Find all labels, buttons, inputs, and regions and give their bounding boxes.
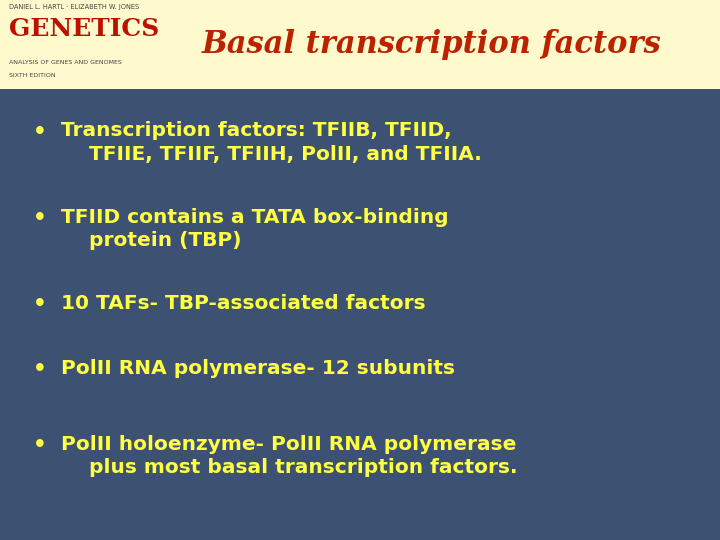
Text: Transcription factors: TFIIB, TFIID,
    TFIIE, TFIIF, TFIIH, PolII, and TFIIA.: Transcription factors: TFIIB, TFIID, TFI… <box>61 122 482 164</box>
Text: DANIEL L. HARTL · ELIZABETH W. JONES: DANIEL L. HARTL · ELIZABETH W. JONES <box>9 4 139 10</box>
Text: GENETICS: GENETICS <box>9 17 159 41</box>
Text: •: • <box>32 208 47 228</box>
Text: SIXTH EDITION: SIXTH EDITION <box>9 73 55 78</box>
Text: •: • <box>32 122 47 141</box>
Text: •: • <box>32 359 47 379</box>
Text: ANALYSIS OF GENES AND GENOMES: ANALYSIS OF GENES AND GENOMES <box>9 60 122 65</box>
Text: •: • <box>32 435 47 455</box>
Text: PolII holoenzyme- PolII RNA polymerase
    plus most basal transcription factors: PolII holoenzyme- PolII RNA polymerase p… <box>61 435 518 477</box>
Bar <box>0 0 720 89</box>
Text: PolII RNA polymerase- 12 subunits: PolII RNA polymerase- 12 subunits <box>61 359 455 378</box>
Text: TFIID contains a TATA box-binding
    protein (TBP): TFIID contains a TATA box-binding protei… <box>61 208 449 251</box>
Text: 10 TAFs- TBP-associated factors: 10 TAFs- TBP-associated factors <box>61 294 426 313</box>
Bar <box>0 89 720 92</box>
Text: •: • <box>32 294 47 314</box>
Text: Basal transcription factors: Basal transcription factors <box>202 29 662 60</box>
